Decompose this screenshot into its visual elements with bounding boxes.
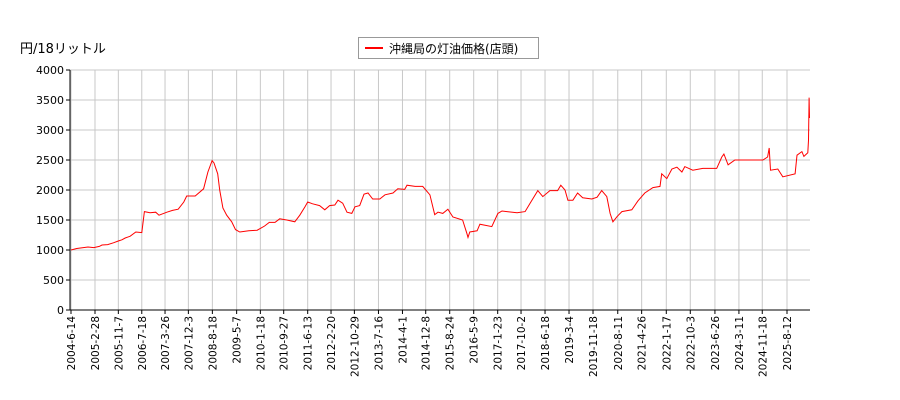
- x-tick-label: 2023-6-26: [710, 316, 722, 371]
- x-tick-label: 2019-11-18: [588, 316, 600, 377]
- x-tick-label: 2014-12-8: [421, 316, 433, 370]
- x-tick-label: 2012-2-20: [326, 316, 338, 370]
- x-tick-label: 2004-6-14: [66, 316, 78, 371]
- x-tick-label: 2020-8-11: [613, 316, 625, 370]
- x-tick-label: 2017-10-2: [516, 316, 528, 370]
- axes: 0 500 1000 1500 2000 2500 3000 3500 4000 2004-6-1…: [36, 64, 810, 377]
- x-tick-label: 2009-5-7: [232, 316, 244, 364]
- x-tick-label: 2012-10-29: [349, 316, 361, 377]
- x-tick-label: 2010-9-27: [279, 316, 291, 370]
- y-axis-label: 円/18リットル: [20, 42, 106, 57]
- grid: [70, 69, 810, 311]
- y-tick-label: 2500: [36, 154, 64, 167]
- x-tick-label: 2016-5-9: [469, 316, 481, 364]
- x-tick-label: 2010-1-18: [255, 316, 267, 370]
- x-tick-label: 2015-8-24: [445, 316, 457, 371]
- x-tick-label: 2005-2-28: [90, 316, 102, 370]
- legend: 沖縄局の灯油価格(店頭): [358, 37, 539, 59]
- y-tick-label: 4000: [36, 64, 64, 77]
- x-tick-label: 2024-3-11: [734, 316, 746, 370]
- x-tick-label: 2018-6-18: [540, 316, 552, 370]
- x-tick-label: 2008-8-18: [207, 316, 219, 370]
- x-tick-label: 2025-8-12: [782, 316, 794, 370]
- y-tick-label: 1500: [36, 214, 64, 227]
- y-tick-label: 2000: [36, 184, 64, 197]
- y-tick-label: 0: [57, 304, 64, 317]
- x-tick-label: 2019-3-4: [564, 316, 576, 364]
- x-tick-label: 2013-7-16: [373, 316, 385, 371]
- x-tick-label: 2017-1-23: [493, 316, 505, 370]
- x-tick-label: 2021-4-26: [637, 316, 649, 371]
- x-tick-label: 2007-3-26: [160, 316, 172, 371]
- x-tick-label: 2006-7-18: [137, 316, 149, 370]
- x-tick-label: 2014-4-1: [397, 316, 409, 364]
- y-tick-label: 1000: [36, 244, 64, 257]
- legend-label: 沖縄局の灯油価格(店頭): [389, 41, 519, 56]
- series-line: [70, 97, 810, 251]
- y-tick-label: 3000: [36, 124, 64, 137]
- y-tick-label: 500: [43, 274, 64, 287]
- legend-swatch: [365, 47, 383, 49]
- x-tick-label: 2005-11-7: [113, 316, 125, 370]
- x-tick-label: 2011-6-13: [303, 316, 315, 370]
- y-tick-label: 3500: [36, 94, 64, 107]
- x-tick-label: 2007-12-3: [183, 316, 195, 370]
- x-tick-label: 2022-1-17: [661, 316, 673, 370]
- x-tick-label: 2022-10-3: [685, 316, 697, 370]
- x-tick-label: 2024-11-18: [757, 316, 769, 377]
